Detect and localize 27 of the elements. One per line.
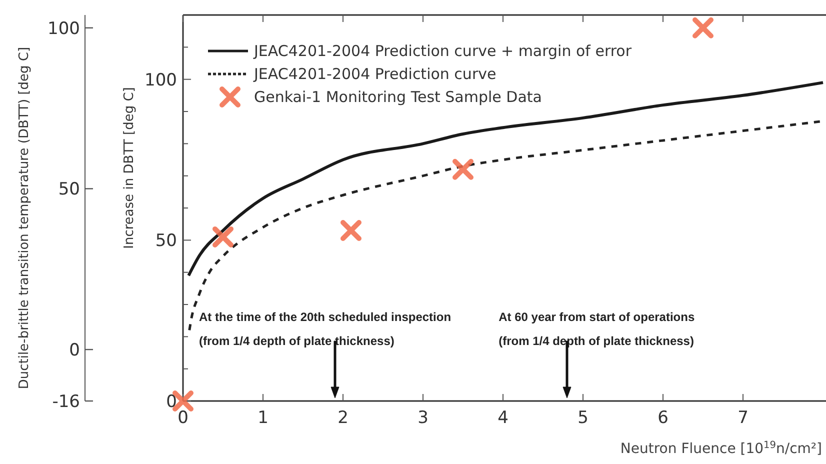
y2-tick-label: 0 [69, 340, 80, 361]
x-tick-label: 2 [338, 408, 348, 428]
y-tick-label: 0 [166, 392, 177, 412]
y2-axis-title: Ductile-brittle transition temperature (DBTT) [deg C] [17, 46, 32, 390]
x-tick-label: 1 [258, 408, 268, 428]
x-tick-label: 5 [578, 408, 588, 428]
line-series [187, 81, 824, 278]
legend-label: Genkai-1 Monitoring Test Sample Data [254, 88, 542, 106]
point [692, 17, 714, 38]
ref-line-label: At 60 year from start of operations (from 1/4 depth of plate thickness) [498, 310, 695, 348]
x-axis-title: Neutron Fluence [10$^{19}$n/cm²] [620, 440, 822, 457]
y-tick-label: 50 [155, 231, 177, 252]
y2-tick-label: -16 [52, 392, 80, 412]
ref-line-label: At the time of the 20th scheduled inspection (from 1/4 depth of plate thickness) [199, 310, 452, 348]
x-tick-label: 7 [738, 408, 748, 428]
point [212, 226, 234, 248]
x-tick-label: 3 [418, 408, 428, 428]
x-tick-label: 6 [658, 408, 668, 428]
point [452, 158, 474, 180]
y2-tick-label: 100 [48, 18, 80, 39]
x-tick-label: 4 [498, 408, 508, 428]
y-tick-label: 100 [144, 70, 177, 90]
y2-tick-label: 50 [58, 180, 80, 200]
legend-label: JEAC4201-2004 Prediction curve [253, 65, 496, 83]
point [340, 220, 362, 242]
legend-label: JEAC4201-2004 Prediction curve + margin of error [253, 42, 632, 60]
y-axis-title: Increase in DBTT [deg C] [122, 87, 137, 249]
